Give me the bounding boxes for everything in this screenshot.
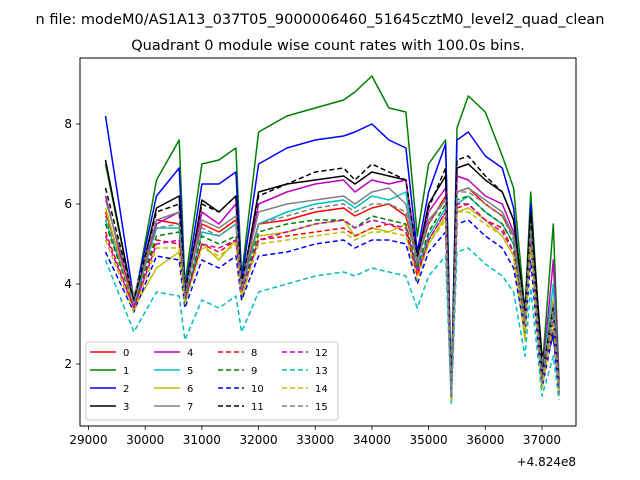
series-line-1 xyxy=(104,75,560,393)
legend-label-3: 3 xyxy=(123,402,129,413)
legend-label-7: 7 xyxy=(187,402,193,413)
series-line-2 xyxy=(104,115,560,397)
legend-label-2: 2 xyxy=(123,384,129,395)
y-tick-label: 8 xyxy=(64,117,72,131)
x-tick-label: 36000 xyxy=(466,433,504,447)
series-line-14 xyxy=(104,211,560,401)
series-line-11 xyxy=(104,155,560,397)
x-tick-label: 32000 xyxy=(239,433,277,447)
x-tick-label: 31000 xyxy=(183,433,221,447)
series-layer xyxy=(104,75,560,405)
y-tick-label: 2 xyxy=(64,357,72,371)
series-line-7 xyxy=(104,187,560,397)
x-axis: 29000 30000 31000 32000 33000 34000 35000 36000… xyxy=(69,426,561,447)
y-axis: 2 4 6 8 xyxy=(64,117,80,371)
series-line-15 xyxy=(104,191,560,397)
x-offset-label: +4.824e8 xyxy=(517,455,576,469)
legend-label-0: 0 xyxy=(123,348,129,359)
legend-label-5: 5 xyxy=(187,366,193,377)
plot-frame xyxy=(79,57,577,427)
legend-label-13: 13 xyxy=(315,366,328,377)
series-line-13 xyxy=(104,247,560,405)
x-tick-label: 30000 xyxy=(126,433,164,447)
legend-label-12: 12 xyxy=(315,348,328,359)
legend-label-1: 1 xyxy=(123,366,129,377)
legend-label-6: 6 xyxy=(187,384,193,395)
x-tick-label: 29000 xyxy=(69,433,107,447)
legend-label-4: 4 xyxy=(187,348,193,359)
legend-label-8: 8 xyxy=(251,348,257,359)
x-tick-label: 37000 xyxy=(523,433,561,447)
x-tick-label: 35000 xyxy=(410,433,448,447)
series-line-12 xyxy=(104,203,560,401)
series-line-9 xyxy=(104,195,560,397)
series-line-4 xyxy=(104,175,560,401)
x-tick-label: 34000 xyxy=(353,433,391,447)
chart-title: Quadrant 0 module wise count rates with … xyxy=(131,38,525,54)
legend-label-14: 14 xyxy=(315,384,328,395)
y-tick-label: 4 xyxy=(64,277,72,291)
legend-label-15: 15 xyxy=(315,402,328,413)
chart-suptitle: n file: modeM0/AS1A13_037T05_9000006460_… xyxy=(36,12,605,28)
x-tick-label: 33000 xyxy=(296,433,334,447)
legend-label-9: 9 xyxy=(251,366,257,377)
legend-box xyxy=(85,341,339,421)
legend-label-10: 10 xyxy=(251,384,264,395)
y-tick-label: 6 xyxy=(64,197,72,211)
legend-label-11: 11 xyxy=(251,402,264,413)
series-line-10 xyxy=(104,219,560,401)
